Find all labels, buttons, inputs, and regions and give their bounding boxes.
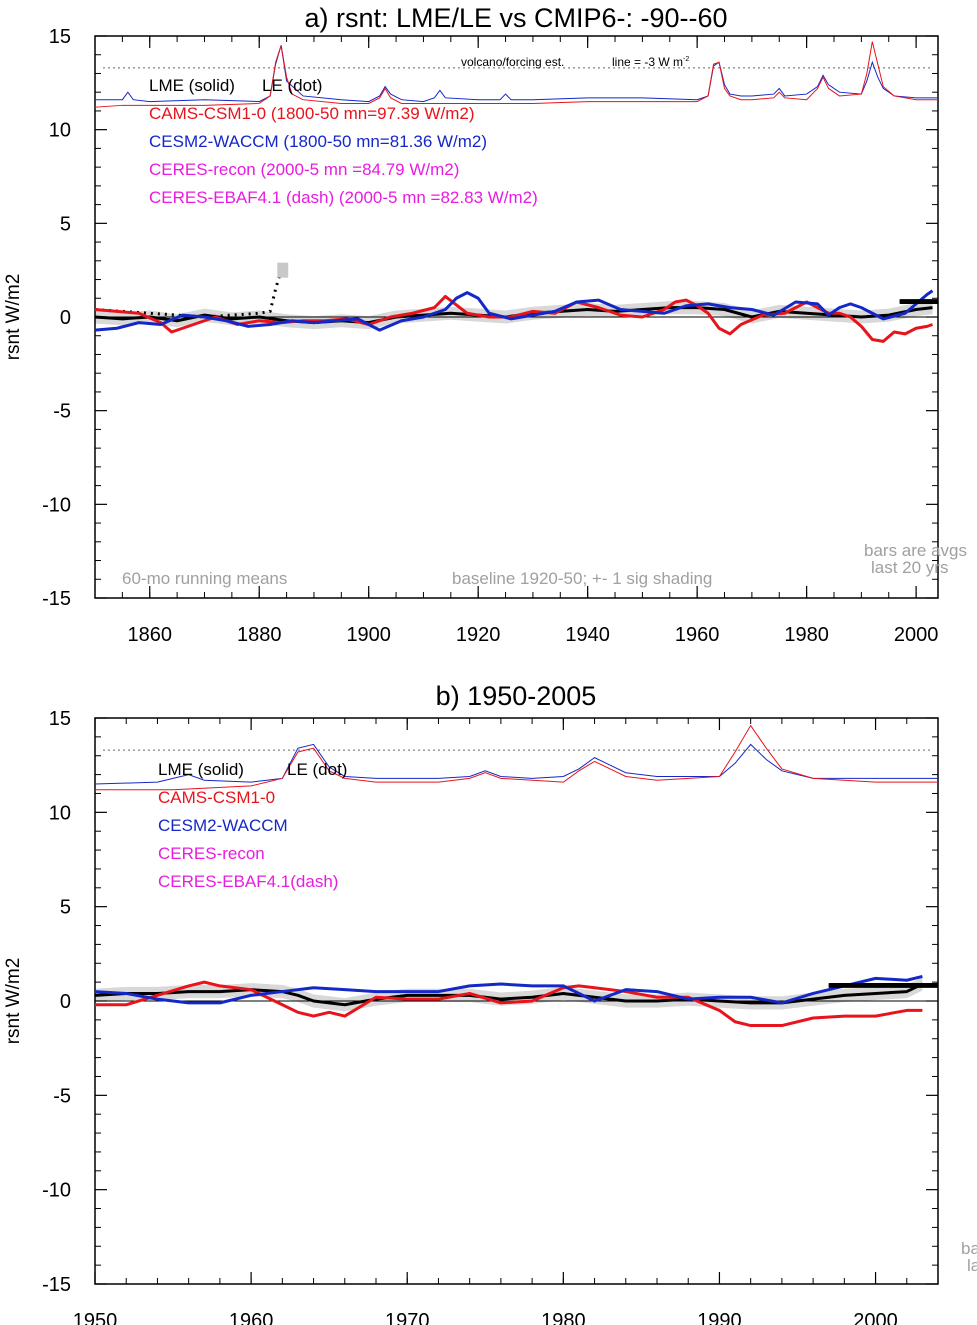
ytick-label: -15: [42, 1274, 71, 1296]
panel-a-grid: 15 10 5 0 -5 -10 -15 1860 1880 1900 1920 1940 1960 19…: [42, 26, 939, 646]
xtick-label: 1990: [697, 1310, 742, 1325]
series-line-lme-solid-: [94, 982, 924, 1007]
legend-ceres-ebaf: CERES-EBAF4.1 (dash) (2000-5 mn =82.83 W…: [149, 188, 538, 207]
panel-a-series: [94, 41, 938, 343]
panel-a-legend: LME (solid) LE (dot) CAMS-CSM1-0 (1800-5…: [149, 76, 538, 207]
series-line-cesm2-waccm: [94, 289, 934, 332]
bars-label-2: last 20 yrs: [871, 558, 948, 577]
legend-cams: CAMS-CSM1-0: [158, 788, 275, 807]
ytick-label: 0: [60, 307, 71, 329]
xtick-label: 1960: [229, 1310, 274, 1325]
xtick-label: 1970: [385, 1310, 430, 1325]
legend-le-label: LE (dot): [262, 76, 322, 95]
ytick-label: 5: [60, 897, 71, 919]
xtick-label: 1900: [346, 624, 391, 646]
series-line-cams-csm1-0: [94, 294, 934, 343]
ytick-label: -15: [42, 588, 71, 610]
xtick-label: 2000: [894, 624, 939, 646]
running-means-label: 60-mo running means: [122, 569, 287, 588]
ytick-label: -5: [53, 401, 71, 423]
ytick-label: -10: [42, 1180, 71, 1202]
legend-ceres-recon: CERES-recon (2000-5 mn =84.79 W/m2): [149, 160, 459, 179]
bars-label-2: la: [967, 1256, 977, 1275]
xtick-label: 1980: [784, 624, 829, 646]
panel-b-legend: LME (solid) LE (dot) CAMS-CSM1-0 CESM2-W…: [158, 760, 347, 891]
xtick-label: 1860: [127, 624, 172, 646]
forcing-line-cams-csm1-0: [94, 41, 938, 108]
panel-b-shading: [95, 977, 923, 1012]
legend-le-label: LE (dot): [287, 760, 347, 779]
forcing-line-cams-csm1-0: [95, 724, 938, 791]
panel-b-title: b) 1950-2005: [436, 681, 597, 711]
xtick-label: 2000: [853, 1310, 898, 1325]
panel-b-annotations: ba la: [961, 1239, 977, 1275]
xtick-label: 1980: [541, 1310, 586, 1325]
panel-b-series: [94, 724, 938, 1028]
ytick-label: -5: [53, 1085, 71, 1107]
ytick-label: 15: [49, 708, 71, 730]
xtick-label: 1960: [675, 624, 720, 646]
legend-cams: CAMS-CSM1-0 (1800-50 mn=97.39 W/m2): [149, 104, 474, 123]
ytick-label: 0: [60, 991, 71, 1013]
le-end-marker: [277, 262, 289, 278]
xtick-label: 1920: [456, 624, 501, 646]
bars-label-1: bars are avgs: [864, 541, 967, 560]
series-line-le-dot-: [94, 268, 287, 319]
forcing-line-cesm2-waccm: [94, 743, 938, 785]
legend-ceres-recon: CERES-recon: [158, 844, 265, 863]
xtick-label: 1950: [73, 1310, 118, 1325]
line-eq-label: line = -3 W m-2: [612, 55, 689, 69]
ytick-label: -10: [42, 494, 71, 516]
lme-sigma-shading: [95, 977, 923, 1012]
panel-b-ylabel: rsnt W/m2: [3, 958, 24, 1045]
ytick-label: 10: [49, 802, 71, 824]
ytick-label: 10: [49, 120, 71, 142]
xtick-label: 1940: [565, 624, 610, 646]
panel-a-ylabel: rsnt W/m2: [3, 274, 24, 361]
legend-lme-label: LME (solid): [149, 76, 235, 95]
legend-ceres-ebaf: CERES-EBAF4.1(dash): [158, 872, 338, 891]
series-line-cesm2-waccm: [94, 975, 923, 1005]
ytick-label: 5: [60, 213, 71, 235]
panel-a: a) rsnt: LME/LE vs CMIP6-: -90--60 15 10 5…: [3, 3, 967, 646]
volcano-label: volcano/forcing est.: [461, 55, 564, 69]
series-line-cams-csm1-0: [95, 980, 923, 1028]
bars-label-1: ba: [961, 1239, 977, 1258]
legend-lme-label: LME (solid): [158, 760, 244, 779]
xtick-label: 1880: [237, 624, 282, 646]
baseline-label: baseline 1920-50; +- 1 sig shading: [452, 569, 712, 588]
panel-a-annotations: volcano/forcing est. line = -3 W m-2 60-…: [122, 55, 967, 588]
legend-cesm2: CESM2-WACCM (1800-50 mn=81.36 W/m2): [149, 132, 487, 151]
ytick-label: 15: [49, 26, 71, 48]
legend-cesm2: CESM2-WACCM: [158, 816, 288, 835]
panel-a-title: a) rsnt: LME/LE vs CMIP6-: -90--60: [304, 3, 727, 33]
